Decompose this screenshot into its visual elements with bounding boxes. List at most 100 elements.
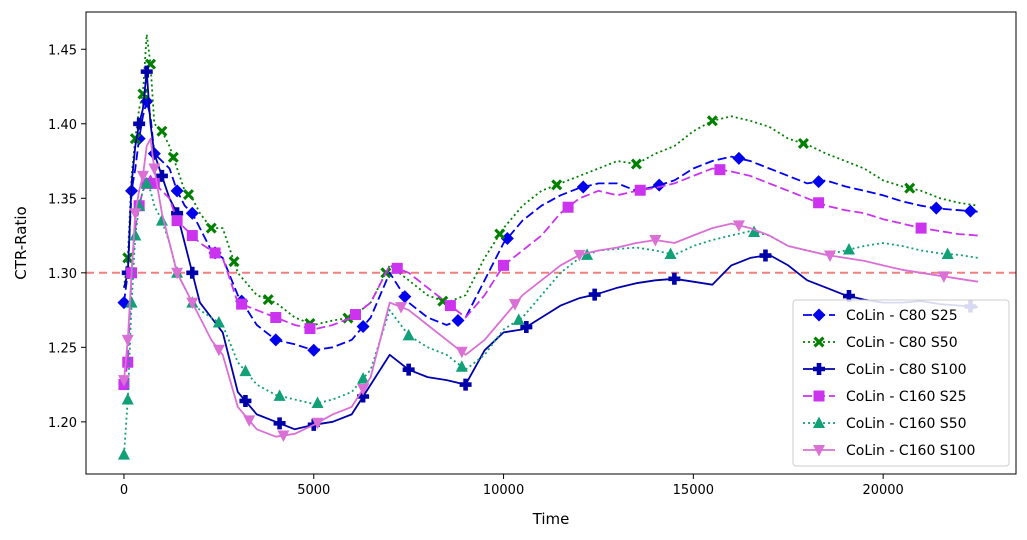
y-tick-label: 1.25 — [48, 341, 77, 356]
data-point — [228, 256, 240, 268]
data-point — [273, 417, 286, 430]
data-point — [668, 272, 681, 285]
data-point — [813, 197, 825, 209]
data-point — [273, 389, 286, 401]
y-tick-label: 1.30 — [48, 267, 77, 282]
data-point — [941, 247, 954, 260]
data-point — [122, 356, 134, 368]
data-point — [588, 288, 601, 301]
legend-entry: CoLin - C160 S25 — [803, 389, 967, 405]
data-point — [212, 315, 225, 328]
data-point — [581, 248, 594, 260]
data-point — [350, 309, 362, 321]
data-point — [842, 243, 855, 255]
data-point — [311, 396, 324, 409]
data-point — [185, 206, 199, 220]
data-point — [573, 249, 586, 262]
legend-entry: CoLin - C80 S100 — [803, 362, 967, 378]
data-point — [391, 262, 403, 274]
data-point — [494, 228, 506, 240]
data-point — [664, 247, 677, 260]
data-point — [186, 266, 199, 279]
data-point — [186, 297, 199, 310]
y-tick-label: 1.35 — [48, 192, 77, 207]
data-point — [117, 448, 130, 460]
data-point — [498, 259, 510, 271]
x-axis-label: Time — [532, 510, 570, 528]
series-line — [123, 100, 979, 352]
legend-entry: CoLin - C160 S50 — [803, 416, 967, 432]
legend-marker — [813, 363, 825, 376]
y-axis-label: CTR-Ratio — [12, 206, 30, 279]
data-point — [304, 323, 316, 335]
data-point — [576, 180, 590, 194]
data-point — [167, 151, 179, 163]
data-point — [129, 208, 142, 220]
legend-label: CoLin - C160 S25 — [846, 389, 967, 405]
data-point — [937, 271, 950, 283]
data-point — [133, 117, 146, 130]
legend-box — [792, 299, 1010, 467]
data-point — [451, 313, 465, 327]
data-point — [732, 151, 746, 165]
data-point — [117, 375, 130, 387]
data-point — [136, 170, 149, 183]
series-6 — [117, 137, 979, 443]
data-point — [129, 229, 142, 241]
legend-entry: CoLin - C80 S25 — [803, 308, 958, 324]
data-point — [171, 207, 184, 220]
x-tick-label: 10000 — [483, 483, 524, 498]
data-point — [402, 363, 415, 376]
plot-frame — [85, 11, 1017, 475]
data-point — [706, 115, 718, 127]
y-tick-label: 1.40 — [48, 118, 77, 133]
data-point — [239, 394, 252, 407]
data-point — [634, 184, 646, 196]
data-point — [262, 294, 274, 306]
data-point — [356, 319, 370, 333]
data-point — [508, 299, 521, 311]
axes-layer: 0 5000 10000 15000 20000 1.20 1.25 1.30 1.35 1.40… — [48, 11, 1017, 498]
series-line — [123, 70, 979, 431]
data-point — [520, 321, 533, 334]
data-point — [307, 343, 321, 357]
legend-label: CoLin - C80 S50 — [846, 335, 958, 351]
series-layer — [117, 33, 979, 460]
data-point — [714, 164, 726, 176]
legend-marker — [813, 336, 825, 348]
data-point — [140, 65, 153, 78]
data-point — [156, 125, 168, 137]
data-point — [512, 313, 525, 325]
x-tick-label: 0 — [120, 483, 128, 498]
legend: CoLin - C80 S25 CoLin - C80 S50 CoLin - C8… — [792, 299, 1010, 467]
legend-marker — [813, 445, 825, 457]
data-point — [140, 176, 153, 189]
data-point — [137, 88, 149, 100]
data-point — [311, 417, 324, 430]
data-point — [125, 296, 138, 308]
data-point — [904, 182, 916, 194]
data-point — [357, 390, 370, 403]
x-tick-label: 15000 — [673, 483, 714, 498]
data-point — [277, 430, 290, 443]
data-point — [243, 415, 256, 427]
y-tick-label: 1.45 — [48, 43, 77, 58]
data-point — [357, 372, 370, 384]
legend-label: CoLin - C160 S50 — [846, 416, 967, 432]
data-point — [551, 179, 563, 191]
data-point — [395, 302, 408, 314]
data-point — [812, 175, 826, 189]
legend-label: CoLin - C80 S25 — [846, 308, 958, 324]
data-point — [797, 137, 809, 149]
legend-label: CoLin - C160 S100 — [846, 443, 975, 459]
legend-marker — [813, 390, 825, 402]
data-point — [824, 250, 836, 263]
series-line — [123, 137, 979, 438]
data-point — [212, 344, 225, 357]
data-point — [649, 235, 662, 247]
data-point — [630, 158, 642, 170]
data-point — [748, 225, 761, 237]
data-point — [915, 222, 927, 234]
legend-entry: CoLin - C160 S100 — [803, 443, 975, 459]
